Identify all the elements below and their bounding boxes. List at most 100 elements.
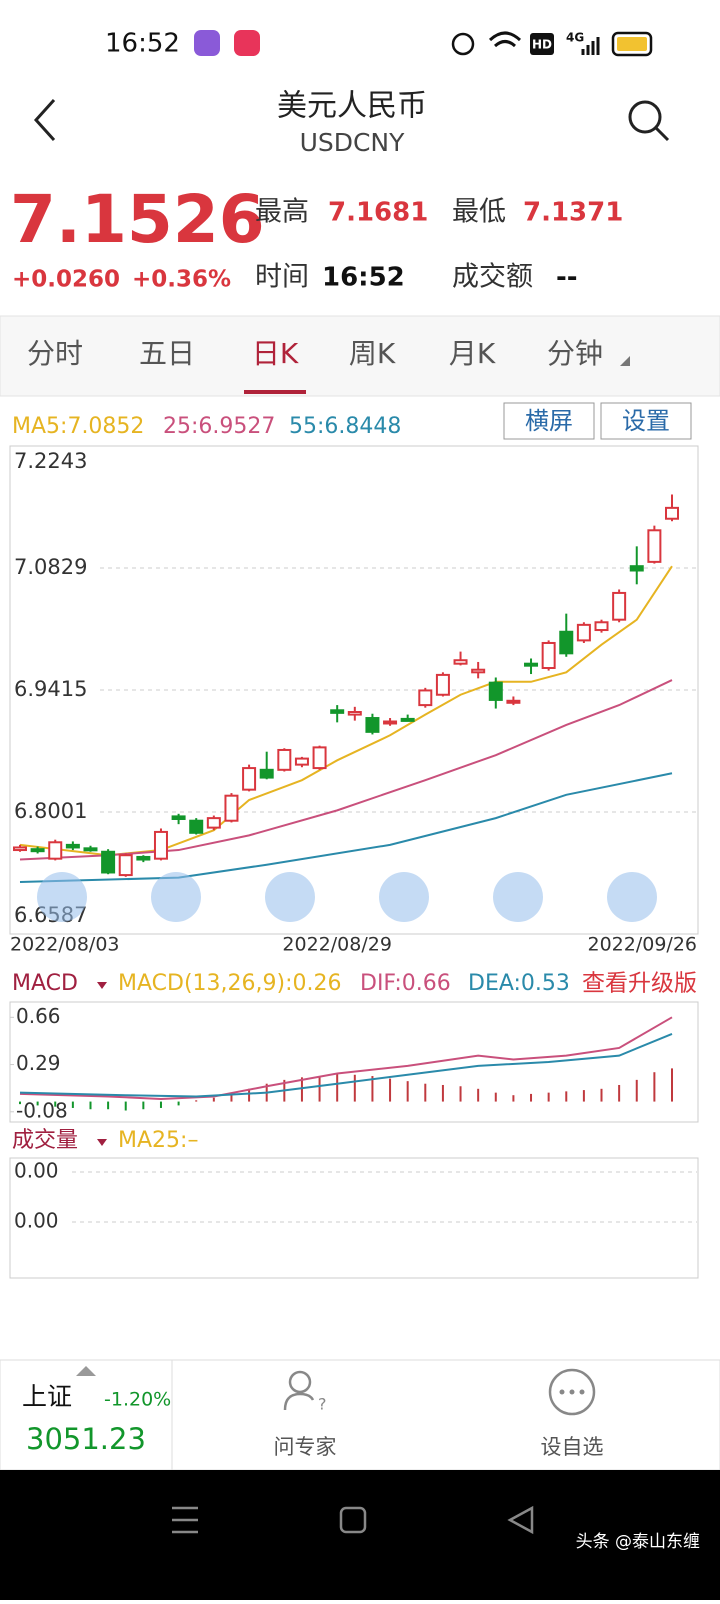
hd-badge [530, 33, 554, 55]
svg-text:?: ? [318, 1395, 327, 1414]
candle-body [294, 757, 309, 766]
low-value: 7.1371 [523, 198, 623, 228]
candle-body [83, 847, 98, 852]
expand-arrow[interactable] [76, 1366, 96, 1376]
candle-body [576, 623, 591, 642]
tab-bar [0, 315, 720, 397]
tab[interactable]: 月K [449, 337, 496, 370]
watermark: 头条 @泰山东缠 [576, 1532, 700, 1552]
tab[interactable]: 五日 [139, 337, 195, 370]
chart-control[interactable] [379, 872, 429, 922]
candle-body [524, 662, 539, 667]
x-tick-label: 2022/09/26 [587, 934, 697, 956]
clock: 16:52 [105, 29, 180, 59]
link-bg [568, 968, 698, 1000]
dropdown-arrow [620, 356, 630, 366]
index-name[interactable]: 上证 [22, 1382, 72, 1411]
candle-body [541, 641, 556, 669]
chart-control[interactable] [493, 872, 543, 922]
expert-icon[interactable]: ? [283, 1370, 327, 1414]
candle-body [101, 850, 116, 874]
network-label: 4G [566, 31, 584, 45]
action-label[interactable]: 设自选 [541, 1435, 604, 1459]
nav-bar [0, 1470, 720, 1600]
y-tick-label: 0.66 [16, 1004, 61, 1028]
y-tick-label: 6.8001 [14, 799, 87, 823]
legend-entry: 55:6.8448 [289, 414, 401, 439]
candle-body [136, 855, 151, 861]
high-label: 最高 [255, 197, 309, 228]
chart-control[interactable] [607, 872, 657, 922]
legend-entry: 25:6.9527 [163, 414, 275, 439]
candle-body [312, 746, 327, 770]
alarm-icon [451, 32, 475, 56]
index-value: 3051.23 [26, 1422, 146, 1456]
action-label[interactable]: 问专家 [274, 1435, 337, 1459]
search-button[interactable] [628, 100, 670, 142]
app-icon [194, 30, 220, 56]
upgrade-link[interactable]: 查看升级版 [582, 971, 697, 997]
time-value: 16:52 [322, 263, 405, 293]
button[interactable] [503, 402, 595, 440]
button-label[interactable]: 设置 [622, 407, 670, 435]
wifi-icon [488, 31, 522, 48]
y-tick-label: 6.9415 [14, 677, 87, 701]
tab[interactable]: 周K [349, 337, 396, 370]
indicator-line [19, 679, 673, 861]
candle-body [118, 854, 133, 877]
indicator-line [19, 1016, 673, 1101]
candle-body [506, 699, 521, 704]
candle-body [665, 506, 679, 520]
candle-body [453, 659, 468, 665]
dropdown-arrow[interactable] [97, 1139, 107, 1146]
legend-entry: DEA:0.53 [468, 971, 570, 996]
dropdown-arrow[interactable] [97, 982, 107, 989]
back-nav-button[interactable] [507, 1505, 534, 1535]
status-bar [0, 0, 720, 70]
signal-icon [581, 37, 600, 55]
legend-entry: MA5:7.0852 [12, 414, 144, 439]
candle-body [277, 748, 292, 771]
app-icon [234, 30, 260, 56]
title: 美元人民币 [277, 89, 427, 124]
change-percent: +0.36% [132, 267, 231, 293]
panel-title: MACD [12, 971, 78, 996]
candle-body [383, 720, 398, 725]
macd-frame [9, 1001, 699, 1123]
candle-body [435, 673, 450, 696]
candle-body [647, 529, 662, 563]
indicator-line [19, 565, 673, 857]
tab[interactable]: 分时 [27, 337, 83, 370]
watchlist-icon[interactable] [548, 1368, 596, 1416]
y-tick-label: 0.29 [16, 1051, 61, 1075]
candle-body [153, 830, 168, 860]
bottom-bar [0, 1359, 720, 1471]
button[interactable] [600, 402, 692, 440]
turnover-label: 成交额 [452, 262, 533, 293]
candle-body [471, 668, 486, 674]
candle-body [189, 819, 204, 834]
candle-body [206, 817, 221, 829]
chart-control[interactable] [151, 872, 201, 922]
x-tick-label: 2022/08/29 [282, 934, 392, 956]
turnover-value: -- [556, 263, 578, 293]
change: +0.0260 [12, 267, 120, 293]
candle-body [30, 848, 45, 853]
button-label[interactable]: 横屏 [525, 407, 573, 435]
price: 7.1526 [10, 181, 265, 258]
high-value: 7.1681 [328, 198, 428, 228]
tab[interactable]: 日K [252, 337, 299, 370]
candle-body [13, 846, 27, 852]
back-button[interactable] [33, 98, 56, 142]
candle-body [612, 591, 627, 621]
chart-control[interactable] [37, 872, 87, 922]
tab-indicator [244, 390, 306, 394]
indicator-line [19, 1032, 673, 1098]
chart-control[interactable] [265, 872, 315, 922]
tab[interactable]: 分钟 [547, 337, 603, 370]
y-tick-label: 0.00 [14, 1159, 59, 1183]
home-button[interactable] [339, 1506, 367, 1534]
y-tick-label: 0.00 [14, 1209, 59, 1233]
menu-button[interactable] [172, 1506, 198, 1534]
